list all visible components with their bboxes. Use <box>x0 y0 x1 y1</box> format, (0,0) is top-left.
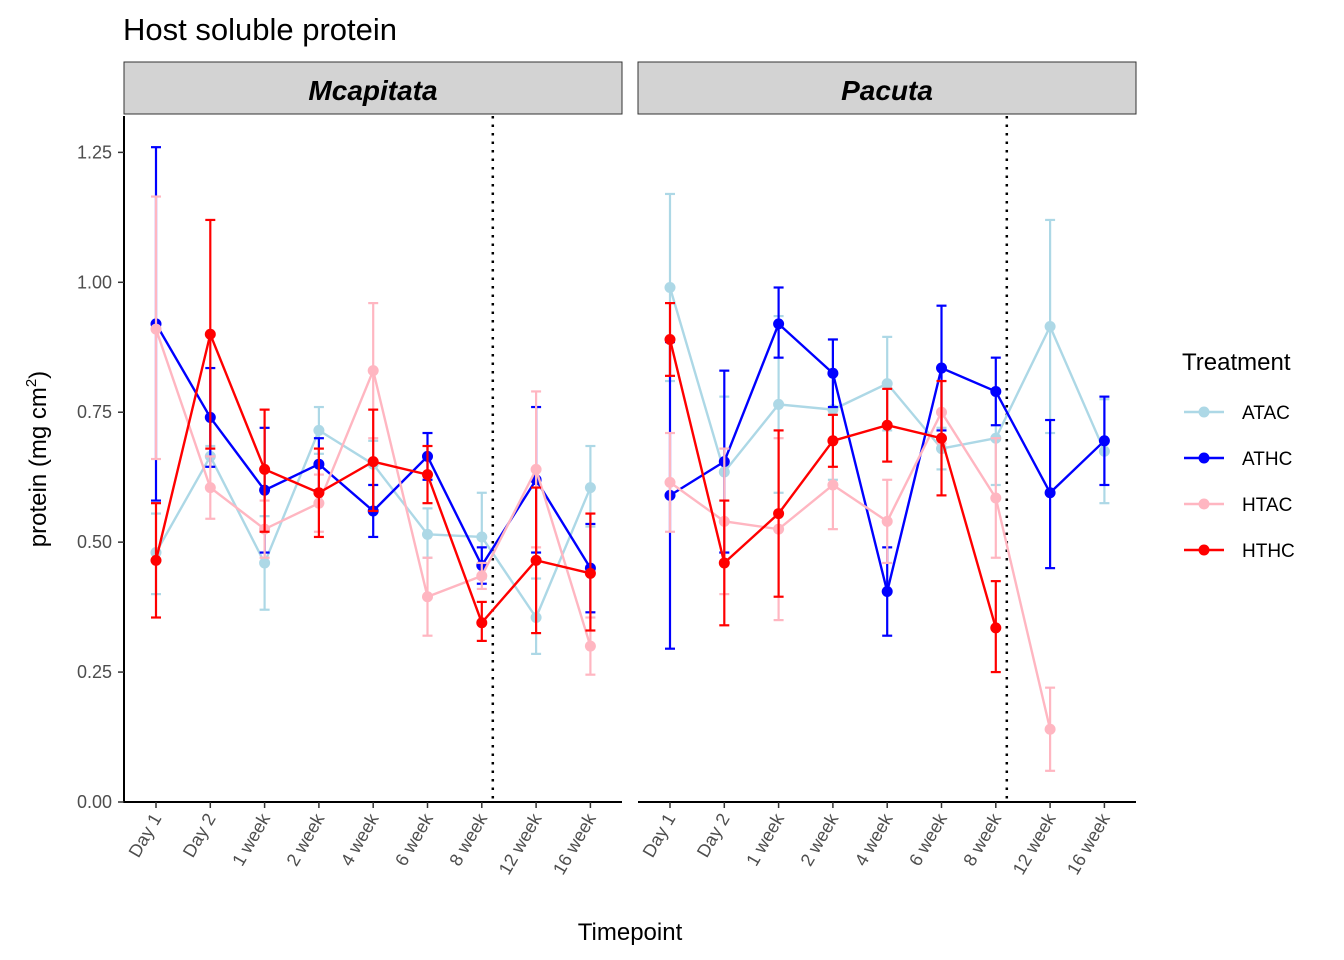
x-tick-label: 12 week <box>495 809 546 878</box>
data-point <box>881 586 893 598</box>
data-point <box>1044 723 1056 735</box>
legend-key-point <box>1198 498 1210 510</box>
data-point <box>773 508 785 520</box>
x-tick-label: 12 week <box>1009 809 1060 878</box>
data-point <box>367 456 379 468</box>
x-tick-label: Day 1 <box>125 810 166 861</box>
x-tick-label: 16 week <box>1063 809 1114 878</box>
y-tick-label: 0.50 <box>77 532 112 552</box>
y-tick-label: 0.00 <box>77 792 112 812</box>
data-point <box>367 365 379 377</box>
y-axis-title-superscript: 2 <box>23 379 40 387</box>
data-point <box>476 617 488 629</box>
x-tick-label: 8 week <box>445 809 491 869</box>
data-point <box>664 476 676 488</box>
data-point <box>773 318 785 330</box>
legend-key-point <box>1198 452 1210 464</box>
data-point <box>313 424 325 436</box>
series-htac <box>664 379 1056 772</box>
data-point <box>422 469 433 481</box>
series-line <box>669 409 1052 730</box>
x-tick-label: Day 2 <box>179 810 220 861</box>
data-point <box>827 435 839 447</box>
data-point <box>150 554 162 566</box>
data-point <box>827 367 839 379</box>
data-point <box>204 328 216 340</box>
strip-label-left: Mcapitata <box>308 75 437 106</box>
legend-title: Treatment <box>1182 349 1291 376</box>
strip-background-left <box>123 61 623 115</box>
y-axis-title: protein (mg cm2) <box>23 371 52 547</box>
data-point <box>1044 487 1056 499</box>
data-point <box>1044 320 1056 332</box>
x-tick-label: 2 week <box>797 809 843 869</box>
chart-title: Host soluble protein <box>123 12 397 47</box>
data-point <box>827 479 839 491</box>
x-tick-label: 8 week <box>959 809 1005 869</box>
strip-background-right <box>637 61 1137 115</box>
y-axis-title-main: protein (mg cm <box>25 387 52 547</box>
y-tick-label: 1.25 <box>77 142 112 162</box>
x-tick-label: Day 1 <box>639 810 680 861</box>
data-point <box>936 432 947 444</box>
data-point <box>584 567 596 579</box>
data-point <box>204 482 216 494</box>
data-point <box>773 398 785 410</box>
y-tick-label: 1.00 <box>77 272 112 292</box>
data-point <box>881 419 893 431</box>
y-tick-label: 0.75 <box>77 402 112 422</box>
legend-label: ATHC <box>1242 449 1292 470</box>
data-point <box>150 323 162 335</box>
data-point <box>313 487 325 499</box>
legend: ATAC ATHC HTAC HTHC <box>1184 403 1295 562</box>
x-tick-label: 2 week <box>283 809 329 869</box>
legend-key-point <box>1198 406 1210 418</box>
data-point <box>990 492 1002 504</box>
data-point <box>422 591 433 603</box>
data-point <box>881 515 893 527</box>
y-axis: 0.00 0.25 0.50 0.75 1.00 1.25 <box>77 116 125 812</box>
data-point <box>476 531 488 543</box>
x-tick-label: 16 week <box>549 809 600 878</box>
x-tick-label: 1 week <box>228 809 274 869</box>
legend-key-point <box>1198 544 1210 556</box>
x-tick-label: Day 2 <box>693 810 734 861</box>
data-point <box>476 570 488 582</box>
x-axis-title: Timepoint <box>578 919 683 946</box>
data-point <box>990 385 1002 397</box>
data-point <box>584 640 596 652</box>
data-point <box>530 554 542 566</box>
data-point <box>1098 435 1110 447</box>
series-hthc <box>150 218 596 642</box>
y-axis-title-close: ) <box>25 371 52 379</box>
data-point <box>990 622 1002 634</box>
data-point <box>718 557 730 569</box>
series-athc <box>664 286 1110 650</box>
data-point <box>664 282 676 293</box>
legend-label: HTHC <box>1242 541 1295 562</box>
x-tick-label: 4 week <box>851 809 897 869</box>
data-point <box>881 378 893 390</box>
data-point <box>259 463 271 475</box>
y-tick-label: 0.25 <box>77 662 112 682</box>
x-tick-label: 6 week <box>391 809 437 869</box>
data-point <box>422 528 433 540</box>
strip-label-right: Pacuta <box>841 75 933 106</box>
legend-label: ATAC <box>1242 403 1290 424</box>
data-point <box>259 557 271 569</box>
x-tick-label: 6 week <box>905 809 951 869</box>
data-point <box>530 463 542 475</box>
x-tick-label: 4 week <box>337 809 383 869</box>
x-tick-label: 1 week <box>742 809 788 869</box>
legend-label: HTAC <box>1242 495 1292 516</box>
data-point <box>936 362 947 374</box>
series-hthc <box>664 301 1002 674</box>
data-point <box>584 482 596 494</box>
data-point <box>664 333 676 345</box>
